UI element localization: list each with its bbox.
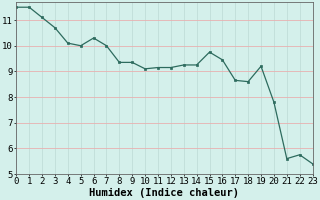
X-axis label: Humidex (Indice chaleur): Humidex (Indice chaleur) bbox=[89, 188, 239, 198]
